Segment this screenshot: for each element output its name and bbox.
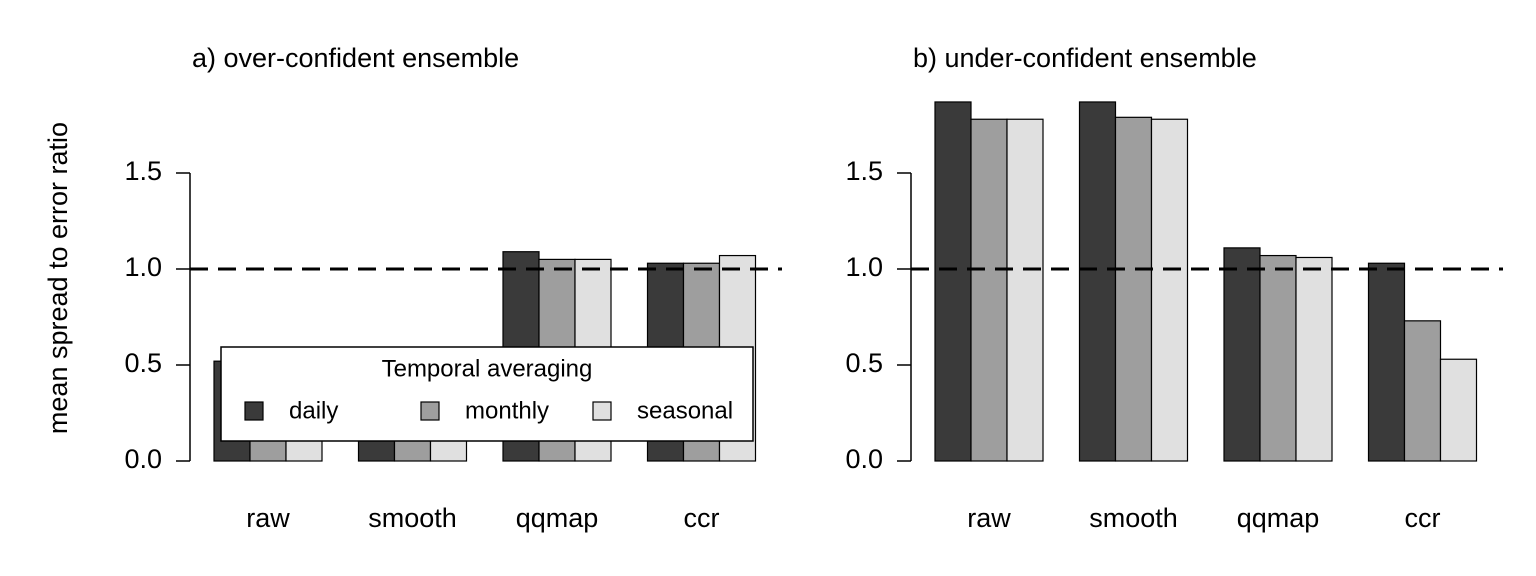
bar [1150,118,1189,462]
x-tick-label: qqmap [516,503,599,533]
legend-swatch [592,401,612,421]
bar [1078,101,1117,462]
y-tick-label: 0.5 [124,348,162,378]
bar [1006,118,1044,462]
bar [934,101,972,462]
y-tick-label: 0.0 [124,444,162,474]
bar [1114,116,1153,462]
legend-label: seasonal [637,397,733,424]
y-tick-label: 1.5 [124,156,162,186]
bar [1403,320,1442,462]
chart-title: a) over-confident ensemble [192,43,519,73]
y-axis-label: mean spread to error ratio [43,122,73,434]
legend-swatch [420,401,440,421]
legend-title: Temporal averaging [382,355,593,382]
bar [1439,358,1478,462]
x-tick-label: smooth [1089,503,1178,533]
legend-label: monthly [465,397,549,424]
x-tick-label: qqmap [1237,503,1320,533]
x-tick-label: ccr [1405,503,1441,533]
bar [1259,254,1297,462]
y-tick-label: 1.0 [845,252,883,282]
bar [970,118,1008,462]
x-tick-label: raw [967,503,1011,533]
legend-label: daily [289,397,338,424]
y-tick-label: 1.0 [124,252,162,282]
legend-swatch [244,401,264,421]
bar [1223,247,1261,462]
y-tick-label: 0.5 [845,348,883,378]
x-tick-label: smooth [368,503,457,533]
chart-title: b) under-confident ensemble [913,43,1257,73]
y-tick-label: 0.0 [845,444,883,474]
bar [1367,262,1406,462]
bar [1295,256,1333,462]
x-tick-label: ccr [684,503,720,533]
legend-box [220,346,754,442]
y-tick-label: 1.5 [845,156,883,186]
x-tick-label: raw [246,503,290,533]
